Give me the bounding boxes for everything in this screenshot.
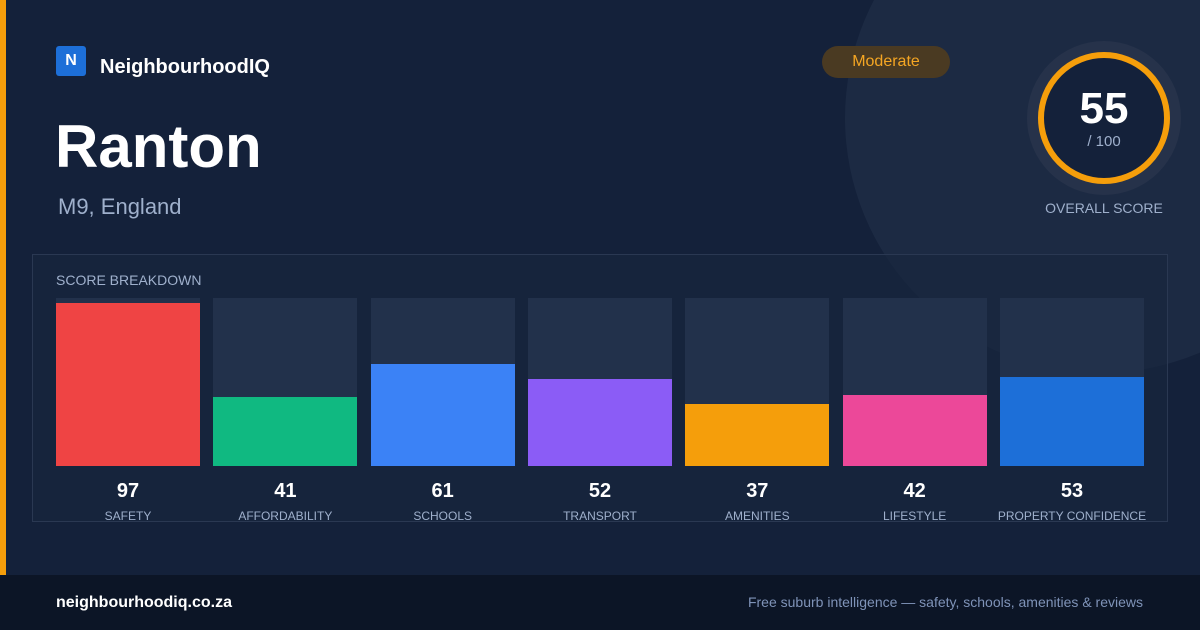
footer-site: neighbourhoodiq.co.za [56,594,232,611]
bar [685,403,830,466]
category-label: PROPERTY CONFIDENCE [997,509,1147,523]
category-label: AFFORDABILITY [238,509,333,523]
category-label: SAFETY [104,509,152,523]
logo: N [56,46,86,76]
bar [999,376,1144,466]
score-ring [1027,41,1181,195]
value-label: 61 [431,480,454,502]
score-max: / 100 [1087,133,1121,150]
category-label: TRANSPORT [563,509,637,523]
badge: Moderate [822,46,950,78]
accent-strip [0,0,6,575]
ring [1038,52,1170,184]
footer [0,575,1200,630]
bar [527,378,672,466]
score-caption: OVERALL SCORE [1045,200,1163,216]
value-label: 37 [746,480,769,502]
chart-title: SCORE BREAKDOWN [56,272,202,288]
place-location: M9, England [58,194,182,219]
footer-tagline: Free suburb intelligence — safety, schoo… [747,594,1143,610]
value-label: 53 [1060,480,1084,502]
bar [370,363,515,466]
place-name: Ranton [55,113,262,180]
value-label: 97 [116,480,140,502]
bar [842,395,987,466]
score-value: 55 [1079,84,1129,133]
category-label: LIFESTYLE [882,509,947,523]
brand-name: NeighbourhoodIQ [100,56,270,78]
bar [56,303,200,466]
value-label: 42 [903,480,926,502]
category-label: AMENITIES [724,509,790,523]
category-label: SCHOOLS [413,509,472,523]
bar [213,397,358,466]
value-label: 41 [274,480,297,502]
value-label: 52 [588,480,612,502]
